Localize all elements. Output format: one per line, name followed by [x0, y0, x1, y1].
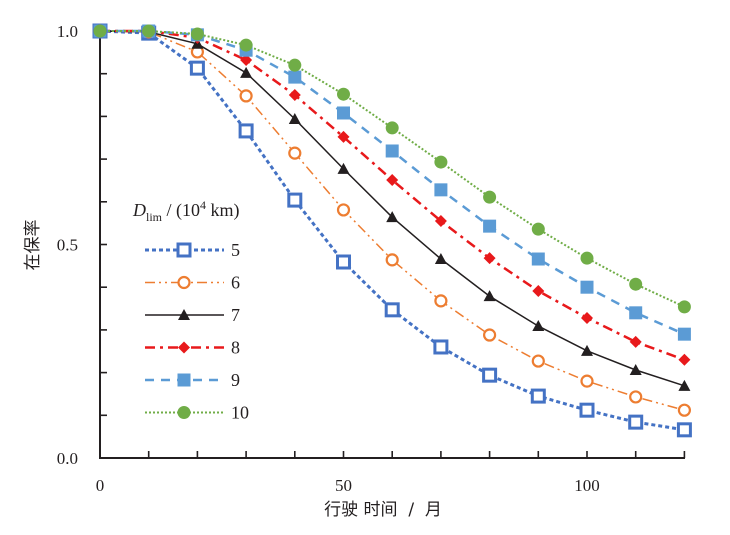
legend-marker-5 — [176, 242, 192, 258]
data-point-10 — [239, 38, 253, 52]
data-point-5 — [189, 60, 205, 76]
data-point-10 — [677, 300, 691, 314]
data-point-5 — [287, 192, 303, 208]
data-point-5 — [238, 123, 254, 139]
tick-labels: 0 50 100 0.0 0.5 1.0 — [57, 22, 600, 495]
legend-title-sub: lim — [146, 210, 163, 224]
data-point-9 — [677, 327, 691, 341]
data-point-5 — [628, 414, 644, 430]
data-point-6 — [336, 203, 351, 217]
legend-title-sup: 4 — [200, 198, 206, 212]
y-axis-title: 在保率 — [23, 220, 43, 271]
y-tick-label: 0.0 — [57, 449, 78, 468]
legend-title: Dlim / (104 km) — [132, 198, 240, 224]
data-point-7 — [581, 344, 593, 356]
data-point-7 — [532, 320, 545, 332]
data-point-5 — [676, 422, 692, 438]
data-point-5 — [433, 339, 449, 355]
data-point-7 — [288, 112, 301, 124]
data-point-9 — [531, 252, 545, 266]
data-point-8 — [532, 285, 545, 298]
data-point-10 — [434, 155, 448, 169]
data-point-9 — [629, 306, 643, 320]
data-point-5 — [482, 367, 498, 383]
data-point-6 — [483, 328, 497, 342]
data-point-10 — [385, 121, 399, 135]
legend-title-d: D — [132, 200, 146, 220]
data-point-10 — [190, 27, 204, 41]
legend-marker-10 — [177, 406, 191, 419]
data-point-9 — [434, 183, 448, 197]
series-markers — [92, 23, 692, 438]
data-point-6 — [531, 354, 545, 368]
data-point-7 — [678, 379, 691, 391]
data-point-8 — [288, 89, 301, 102]
data-point-10 — [93, 24, 107, 38]
data-point-5 — [384, 302, 400, 318]
legend-label-8: 8 — [231, 338, 240, 358]
data-point-8 — [678, 353, 691, 366]
data-point-9 — [337, 106, 350, 120]
data-point-9 — [288, 70, 302, 84]
legend-title-rest: / (10 — [162, 200, 200, 221]
data-point-10 — [531, 222, 545, 236]
data-point-7 — [483, 290, 496, 302]
data-point-10 — [580, 251, 594, 265]
data-point-7 — [434, 253, 447, 265]
data-point-5 — [336, 254, 351, 270]
x-tick-label: 0 — [96, 476, 105, 495]
y-tick-label: 1.0 — [57, 22, 78, 41]
data-point-10 — [288, 58, 302, 72]
data-point-10 — [629, 277, 643, 291]
data-point-8 — [386, 174, 399, 187]
data-point-6 — [677, 403, 692, 417]
legend-marker-7 — [178, 309, 190, 320]
data-point-6 — [580, 374, 594, 388]
legend-label-9: 9 — [231, 370, 240, 390]
x-tick-label: 100 — [574, 476, 600, 495]
data-point-5 — [579, 402, 595, 418]
legend-items: 5 6 7 8 9 10 — [145, 240, 249, 423]
series-line-5 — [99, 29, 685, 432]
legend-label-7: 7 — [231, 305, 240, 325]
x-tick-label: 50 — [335, 476, 352, 495]
legend-marker-9 — [177, 373, 191, 387]
data-point-10 — [142, 24, 156, 38]
data-point-8 — [581, 311, 593, 324]
legend-title-end: km) — [206, 200, 240, 221]
data-point-6 — [434, 294, 448, 308]
data-point-7 — [240, 66, 253, 78]
data-point-8 — [434, 215, 447, 228]
y-tick-label: 0.5 — [57, 236, 78, 255]
data-point-8 — [240, 54, 253, 67]
legend-label-10: 10 — [231, 403, 249, 423]
legend-marker-8 — [178, 341, 190, 354]
legend-marker-6 — [177, 275, 191, 290]
data-point-9 — [385, 144, 399, 158]
data-point-7 — [337, 162, 350, 174]
data-point-10 — [337, 87, 350, 101]
data-point-8 — [483, 252, 496, 265]
data-point-6 — [629, 390, 643, 404]
ticks — [100, 30, 686, 458]
data-point-9 — [580, 280, 594, 294]
legend: Dlim / (104 km) 5 6 7 8 9 10 — [132, 198, 249, 423]
data-point-6 — [288, 146, 302, 160]
series-lines — [99, 29, 685, 432]
x-axis-title: 行驶 时间 / 月 — [324, 500, 442, 520]
data-point-7 — [386, 211, 399, 223]
data-point-7 — [629, 364, 642, 376]
legend-label-6: 6 — [231, 273, 240, 293]
data-point-6 — [385, 253, 399, 267]
data-point-8 — [629, 335, 642, 348]
data-point-9 — [483, 219, 497, 233]
data-point-6 — [239, 89, 253, 103]
data-point-8 — [337, 130, 350, 143]
legend-label-5: 5 — [231, 240, 240, 260]
data-point-10 — [483, 190, 497, 204]
data-point-5 — [530, 388, 546, 404]
